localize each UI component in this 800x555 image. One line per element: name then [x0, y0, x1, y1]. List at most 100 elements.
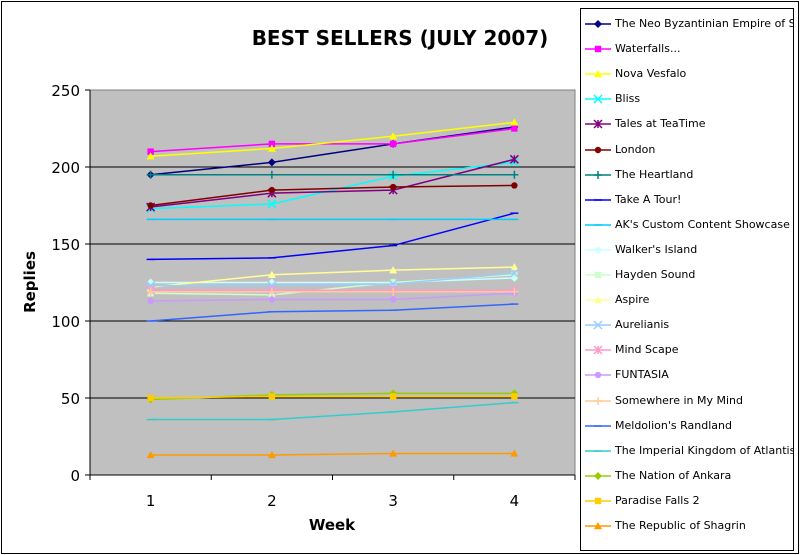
legend-swatch: [585, 271, 611, 279]
legend-swatch: [585, 199, 611, 201]
data-point: [594, 246, 602, 254]
legend-item: FUNTASIA: [581, 368, 793, 390]
data-point: [511, 182, 518, 189]
legend-item: Meldolion's Randland: [581, 419, 793, 441]
data-point: [267, 170, 276, 179]
data-point: [510, 118, 519, 126]
y-tick-label: 0: [70, 467, 80, 485]
legend-label: The Nation of Ankara: [615, 470, 732, 482]
x-tick-label: 1: [146, 492, 156, 510]
x-tick-label: 2: [267, 492, 277, 510]
legend-label: Bliss: [615, 93, 641, 105]
legend-swatch: [585, 246, 611, 254]
x-tick-label: 3: [388, 492, 398, 510]
y-tick-label: 200: [51, 159, 80, 177]
data-point: [593, 119, 603, 129]
series-12: [146, 263, 519, 291]
data-point: [146, 170, 155, 179]
legend-label: London: [615, 144, 656, 156]
data-point: [593, 345, 603, 355]
legend-label: Waterfalls...: [615, 43, 681, 55]
data-point: [389, 393, 397, 400]
y-tick-labels: 0 50 100 150 200 250: [51, 82, 90, 485]
legend-swatch: [585, 522, 611, 530]
data-point: [511, 393, 518, 400]
series-18: [146, 401, 519, 421]
legend-swatch: [585, 450, 611, 452]
data-point: [147, 297, 154, 305]
data-point: [389, 287, 398, 296]
series-line: [150, 266, 515, 288]
legend-label: Walker's Island: [615, 244, 698, 256]
data-point: [147, 202, 154, 209]
legend-swatch: [585, 472, 611, 480]
data-point: [267, 144, 276, 152]
series-line: [150, 184, 515, 207]
legend-swatch: [585, 397, 611, 405]
data-point: [267, 158, 276, 167]
legend-item: The Imperial Kingdom of Atlantis: [581, 444, 793, 466]
data-point: [268, 393, 276, 400]
series-layer: [146, 118, 519, 459]
data-point: [267, 450, 276, 459]
data-point: [594, 472, 602, 480]
data-point: [267, 199, 277, 209]
legend-item: Tales at TeaTime: [581, 117, 793, 139]
data-point: [510, 170, 519, 179]
data-point: [146, 287, 155, 296]
legend-item: Mind Scape: [581, 343, 793, 365]
series-line: [150, 277, 515, 284]
series-16: [146, 287, 519, 296]
legend-label: FUNTASIA: [615, 369, 669, 381]
legend-swatch: [585, 497, 611, 505]
legend-swatch: [585, 45, 611, 53]
legend-label: Aurelianis: [615, 319, 670, 331]
data-point: [509, 154, 519, 164]
legend-swatch: [585, 94, 611, 104]
legend-item: Hayden Sound: [581, 268, 793, 290]
series-line: [150, 121, 515, 157]
legend-item: Nova Vesfalo: [581, 67, 793, 89]
data-point: [594, 20, 602, 28]
legend-label: AK's Custom Content Showcase: [615, 219, 790, 231]
data-point: [594, 271, 602, 279]
legend-label: The Republic of Shagrin: [615, 520, 746, 532]
data-point: [594, 522, 602, 530]
data-point: [389, 132, 398, 140]
legend-swatch: [585, 20, 611, 28]
data-point: [510, 263, 519, 271]
data-point: [594, 171, 602, 179]
series-21: [146, 449, 519, 459]
legend-label: Mind Scape: [615, 344, 679, 356]
data-point: [146, 450, 155, 459]
legend-label: Paradise Falls 2: [615, 495, 700, 507]
data-point: [594, 296, 602, 304]
data-point: [268, 140, 276, 148]
series-line: [150, 395, 515, 399]
legend-item: Walker's Island: [581, 243, 793, 265]
legend-label: Tales at TeaTime: [615, 118, 706, 130]
data-point: [593, 320, 603, 330]
legend-swatch: [585, 224, 611, 226]
data-point: [511, 271, 518, 278]
legend-item: Aurelianis: [581, 318, 793, 340]
data-point: [594, 146, 602, 154]
series-6: [147, 182, 518, 209]
legend-swatch: [585, 70, 611, 78]
data-point: [268, 296, 276, 303]
data-point: [594, 70, 602, 78]
legend-item: Paradise Falls 2: [581, 494, 793, 516]
data-point: [147, 394, 154, 402]
legend-item: AK's Custom Content Showcase: [581, 218, 793, 240]
legend-swatch: [585, 296, 611, 304]
data-point: [594, 397, 602, 405]
data-point: [389, 183, 397, 191]
data-point: [389, 296, 397, 303]
series-line: [150, 212, 515, 261]
series-line: [150, 272, 515, 287]
legend-swatch: [585, 425, 611, 427]
data-point: [389, 266, 398, 274]
y-tick-label: 250: [51, 82, 80, 100]
legend-item: The Nation of Ankara: [581, 469, 793, 491]
